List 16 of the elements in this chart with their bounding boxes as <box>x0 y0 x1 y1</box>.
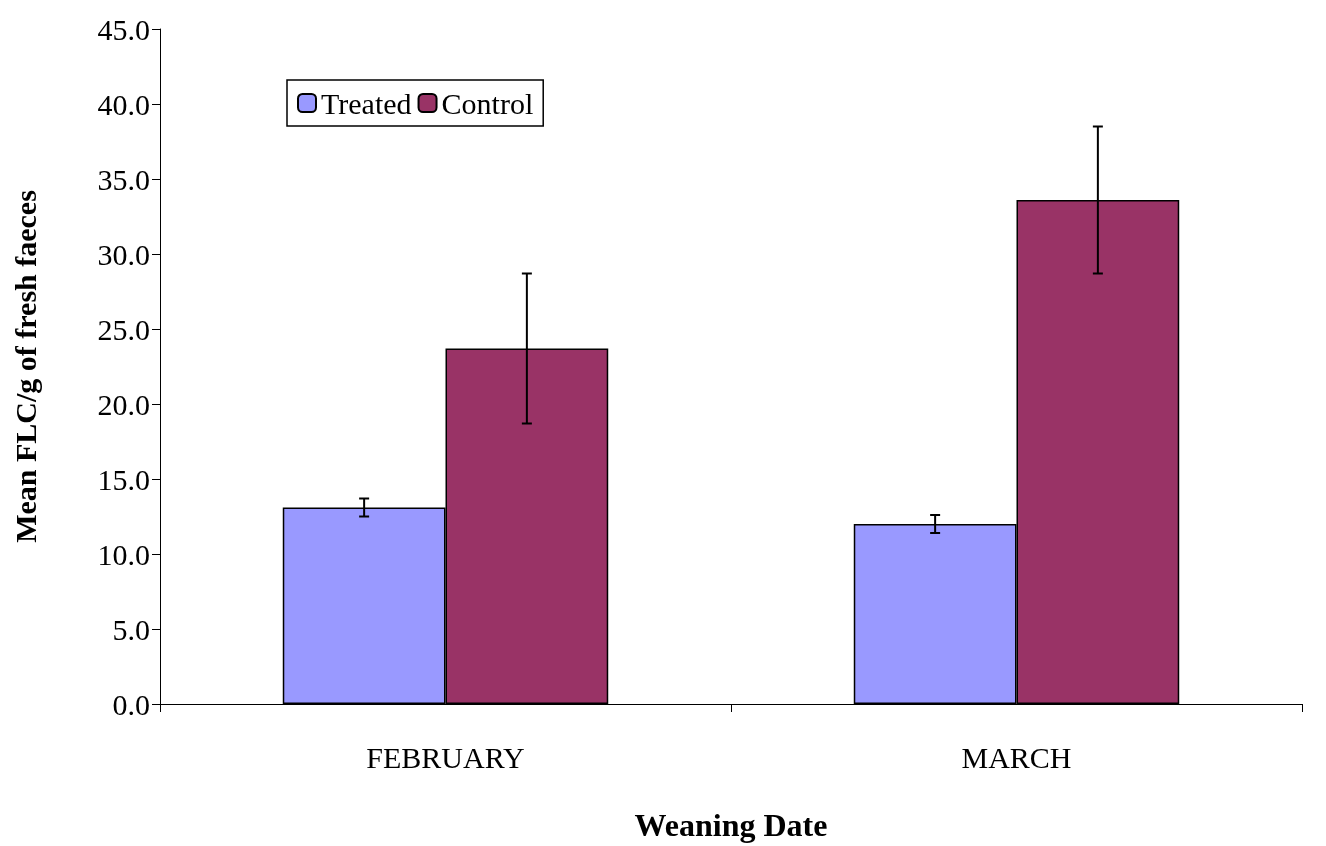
y-tick-label: 5.0 <box>112 612 150 646</box>
legend-label: Treated <box>321 86 412 120</box>
y-tick-label: 20.0 <box>97 387 150 421</box>
y-tick-label: 10.0 <box>97 537 150 571</box>
y-axis-title: Mean FLC/g of fresh faeces <box>8 190 42 543</box>
x-tick-label: MARCH <box>961 740 1072 774</box>
x-tick-label: FEBRUARY <box>366 740 525 774</box>
legend-label: Control <box>441 86 534 120</box>
y-tick-label: 30.0 <box>97 237 150 271</box>
y-tick-label: 40.0 <box>97 87 150 121</box>
y-tick-label: 35.0 <box>97 162 150 196</box>
x-axis-title: Weaning Date <box>634 807 828 843</box>
y-tick-label: 0.0 <box>112 687 150 721</box>
y-tick-label: 25.0 <box>97 312 150 346</box>
y-tick-label: 45.0 <box>97 12 150 46</box>
y-tick-label: 15.0 <box>97 462 150 496</box>
